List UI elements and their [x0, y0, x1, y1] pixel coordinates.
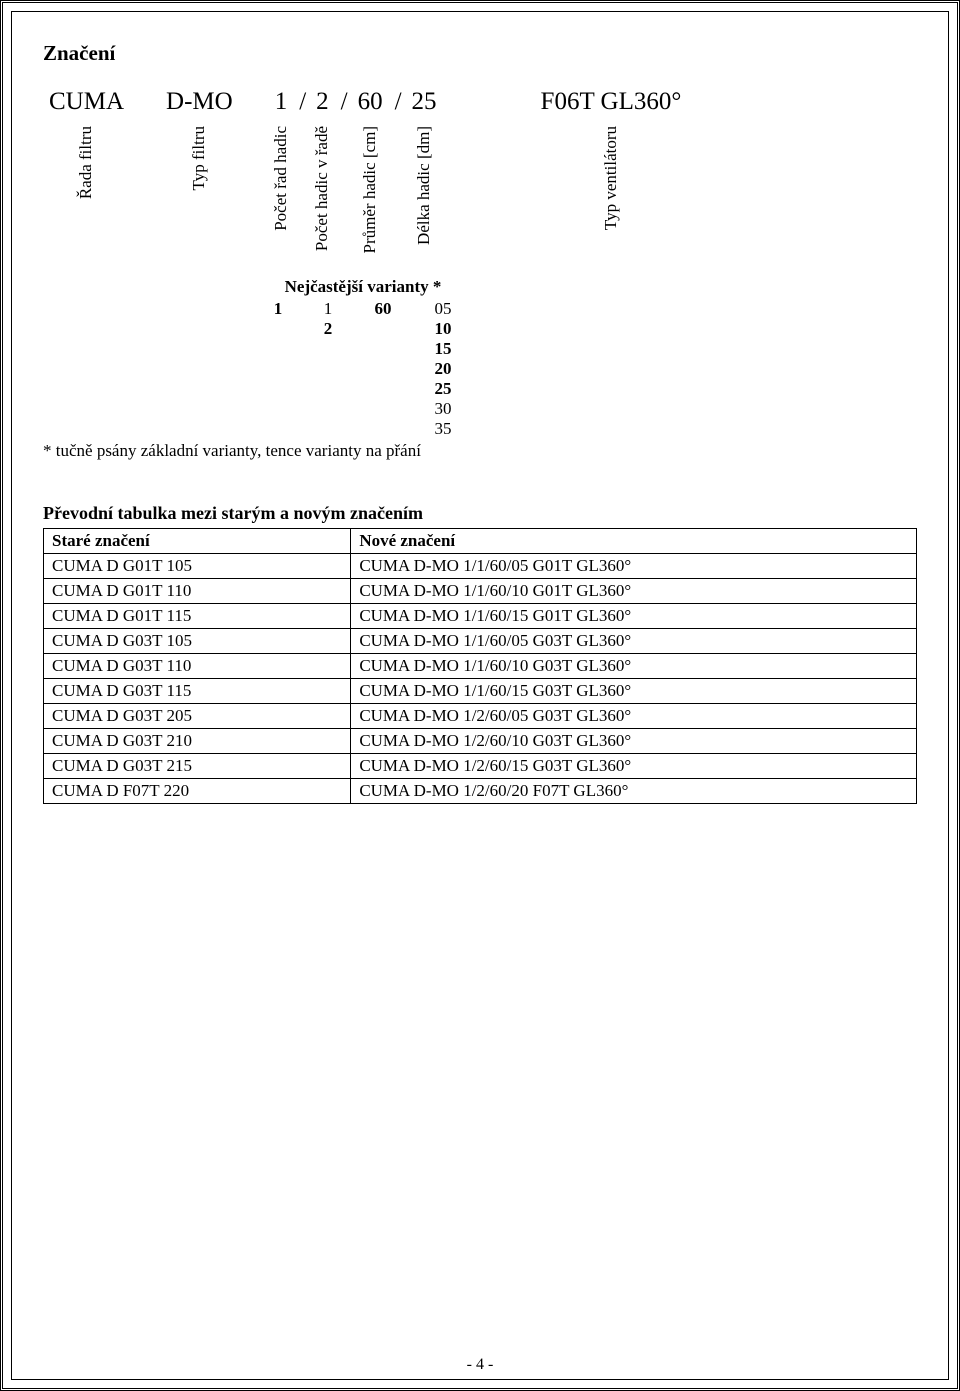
- variants-cell: [308, 399, 348, 419]
- variants-footnote: * tučně psány základní varianty, tence v…: [43, 441, 917, 461]
- coding-row: CUMA Řada filtru D-MO Typ filtru 1 Počet…: [43, 88, 689, 253]
- code-col-fan: F06T GL360° Typ ventilátoru: [535, 88, 688, 230]
- cell-new: CUMA D-MO 1/1/60/15 G03T GL360°: [351, 679, 917, 704]
- cell-old: CUMA D F07T 220: [44, 779, 351, 804]
- code-col-type: D-MO Typ filtru: [160, 88, 239, 190]
- code-col-series: CUMA Řada filtru: [43, 88, 130, 199]
- code-col-diam: 60 Průměr hadic [cm]: [352, 88, 389, 253]
- code-col-rows: 1 Počet řad hadic: [269, 88, 294, 231]
- variants-grid: 11 60 05 2 101520253035: [233, 299, 493, 439]
- code-val-len: 25: [406, 88, 443, 116]
- cell-new: CUMA D-MO 1/1/60/10 G03T GL360°: [351, 654, 917, 679]
- variants-cell: 25: [418, 379, 468, 399]
- variants-cell: 20: [418, 359, 468, 379]
- table-header-row: Staré značení Nové značení: [44, 529, 917, 554]
- table-row: CUMA D G03T 110CUMA D-MO 1/1/60/10 G03T …: [44, 654, 917, 679]
- cell-new: CUMA D-MO 1/1/60/15 G01T GL360°: [351, 604, 917, 629]
- variants-cell: [308, 339, 348, 359]
- variants-cell: [258, 339, 298, 359]
- cell-old: CUMA D G01T 115: [44, 604, 351, 629]
- cell-old: CUMA D G03T 115: [44, 679, 351, 704]
- variants-cell: 35: [418, 419, 468, 439]
- table-row: CUMA D F07T 220CUMA D-MO 1/2/60/20 F07T …: [44, 779, 917, 804]
- code-label-diam: Průměr hadic [cm]: [361, 126, 380, 253]
- conversion-table: Staré značení Nové značení CUMA D G01T 1…: [43, 528, 917, 804]
- variants-cell: [258, 359, 298, 379]
- code-label-len: Délka hadic [dm]: [415, 126, 434, 245]
- variants-cell: [308, 379, 348, 399]
- table-row: CUMA D G03T 205CUMA D-MO 1/2/60/05 G03T …: [44, 704, 917, 729]
- conv-table-title: Převodní tabulka mezi starým a novým zna…: [43, 503, 917, 524]
- variants-cell: 10: [418, 319, 468, 339]
- slash-1: /: [295, 88, 310, 116]
- table-row: CUMA D G01T 110CUMA D-MO 1/1/60/10 G01T …: [44, 579, 917, 604]
- table-row: CUMA D G01T 105CUMA D-MO 1/1/60/05 G01T …: [44, 554, 917, 579]
- page: Značení CUMA Řada filtru D-MO Typ filtru…: [0, 0, 960, 1391]
- code-label-perrow: Počet hadic v řadě: [313, 126, 332, 251]
- table-row: CUMA D G03T 105CUMA D-MO 1/1/60/05 G03T …: [44, 629, 917, 654]
- code-label-type: Typ filtru: [190, 126, 209, 190]
- cell-new: CUMA D-MO 1/2/60/20 F07T GL360°: [351, 779, 917, 804]
- cell-new: CUMA D-MO 1/2/60/10 G03T GL360°: [351, 729, 917, 754]
- code-col-len: 25 Délka hadic [dm]: [406, 88, 443, 245]
- code-col-perrow: 2 Počet hadic v řadě: [310, 88, 335, 251]
- cell-old: CUMA D G03T 110: [44, 654, 351, 679]
- variants-cell: [258, 419, 298, 439]
- variants-cell: [308, 419, 348, 439]
- code-val-diam: 60: [352, 88, 389, 116]
- variants-cell: 30: [418, 399, 468, 419]
- cell-old: CUMA D G03T 215: [44, 754, 351, 779]
- code-label-rows: Počet řad hadic: [272, 126, 291, 231]
- variants-cell: [258, 379, 298, 399]
- variants-cell: [258, 399, 298, 419]
- table-row: CUMA D G01T 115CUMA D-MO 1/1/60/15 G01T …: [44, 604, 917, 629]
- cell-old: CUMA D G03T 105: [44, 629, 351, 654]
- cell-new: CUMA D-MO 1/2/60/05 G03T GL360°: [351, 704, 917, 729]
- cell-new: CUMA D-MO 1/2/60/15 G03T GL360°: [351, 754, 917, 779]
- slash-3: /: [391, 88, 406, 116]
- variants-cell: [358, 379, 408, 399]
- section-title: Značení: [43, 41, 917, 66]
- variants-cell: 1: [258, 299, 298, 319]
- table-body: CUMA D G01T 105CUMA D-MO 1/1/60/05 G01T …: [44, 554, 917, 804]
- cell-old: CUMA D G01T 110: [44, 579, 351, 604]
- variants-title: Nejčastější varianty *: [233, 277, 493, 297]
- cell-old: CUMA D G03T 210: [44, 729, 351, 754]
- variants-cell: 15: [418, 339, 468, 359]
- code-val-perrow: 2: [310, 88, 335, 116]
- variants-cell: [308, 359, 348, 379]
- variants-block: Nejčastější varianty * 11 60 05 2 1015202530…: [233, 277, 493, 439]
- col-old-header: Staré značení: [44, 529, 351, 554]
- code-label-fan: Typ ventilátoru: [602, 126, 621, 230]
- variants-cell: 60: [358, 299, 408, 319]
- cell-old: CUMA D G01T 105: [44, 554, 351, 579]
- code-val-series: CUMA: [43, 88, 130, 116]
- code-val-rows: 1: [269, 88, 294, 116]
- cell-new: CUMA D-MO 1/1/60/05 G03T GL360°: [351, 629, 917, 654]
- code-label-series: Řada filtru: [77, 126, 96, 199]
- variants-cell: [358, 399, 408, 419]
- code-val-type: D-MO: [160, 88, 239, 116]
- cell-new: CUMA D-MO 1/1/60/10 G01T GL360°: [351, 579, 917, 604]
- col-new-header: Nové značení: [351, 529, 917, 554]
- coding-line: CUMA Řada filtru D-MO Typ filtru 1 Počet…: [43, 88, 917, 253]
- table-row: CUMA D G03T 115CUMA D-MO 1/1/60/15 G03T …: [44, 679, 917, 704]
- table-row: CUMA D G03T 210CUMA D-MO 1/2/60/10 G03T …: [44, 729, 917, 754]
- cell-old: CUMA D G03T 205: [44, 704, 351, 729]
- variants-cell: [358, 339, 408, 359]
- variants-cell: 1: [308, 299, 348, 319]
- variants-cell: [358, 419, 408, 439]
- variants-cell: 05: [418, 299, 468, 319]
- table-row: CUMA D G03T 215CUMA D-MO 1/2/60/15 G03T …: [44, 754, 917, 779]
- variants-cell: [358, 319, 408, 339]
- variants-cell: 2: [308, 319, 348, 339]
- slash-2: /: [337, 88, 352, 116]
- cell-new: CUMA D-MO 1/1/60/05 G01T GL360°: [351, 554, 917, 579]
- variants-cell: [358, 359, 408, 379]
- code-val-fan: F06T GL360°: [535, 88, 688, 116]
- page-number: - 4 -: [3, 1356, 957, 1374]
- variants-cell: [258, 319, 298, 339]
